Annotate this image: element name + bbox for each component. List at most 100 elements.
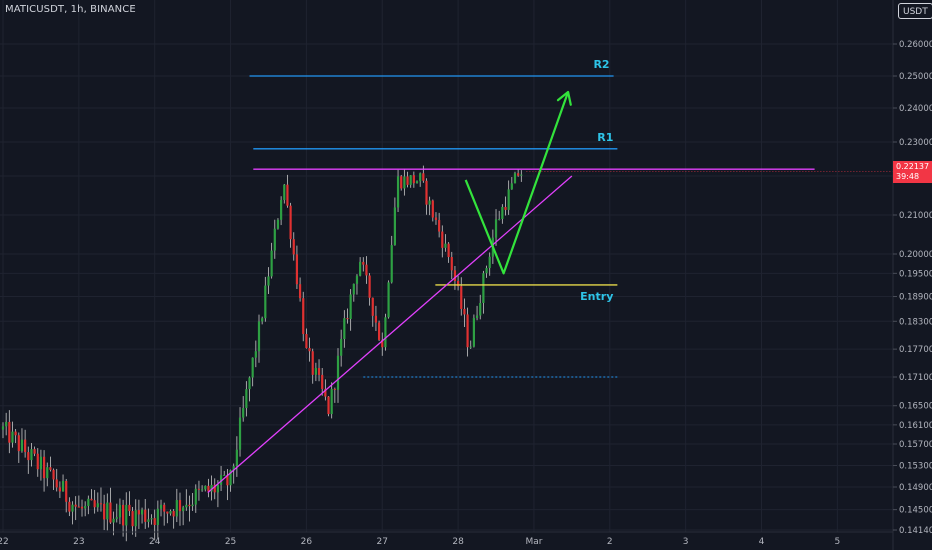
candle-bear (55, 479, 58, 488)
time-tick-label: 24 (149, 537, 161, 547)
candle-bear (207, 485, 210, 492)
candle-bull (175, 500, 178, 517)
candle-bear (295, 254, 299, 285)
candlestick-series[interactable] (1, 165, 523, 542)
candle-bull (248, 377, 251, 390)
price-tick-label: 0.20000 (899, 250, 932, 260)
price-tick-label: 0.14900 (899, 483, 932, 493)
symbol-title: MATICUSDT, 1h, BINANCE (5, 4, 136, 15)
candle-bull (235, 449, 238, 467)
candle-bull (415, 181, 419, 184)
price-tick-label: 0.15700 (899, 440, 932, 450)
candle-bull (472, 318, 476, 347)
price-tick-label: 0.16100 (899, 421, 932, 431)
candle-bull (219, 475, 223, 485)
label-entry: Entry (580, 290, 613, 303)
candle-bear (178, 500, 182, 512)
candle-bear (504, 206, 507, 210)
candle-bull (276, 219, 280, 229)
candle-bull (156, 508, 159, 525)
candle-bull (349, 294, 352, 319)
candle-bull (5, 421, 8, 427)
candle-bear (292, 239, 295, 255)
candle-bull (264, 285, 267, 319)
time-tick-label: 25 (225, 537, 236, 547)
candle-bull (191, 504, 194, 507)
candle-bull (84, 505, 87, 509)
price-tick-label: 0.14140 (899, 526, 932, 536)
price-tick-label: 0.18900 (899, 293, 932, 303)
price-axis[interactable]: 0.260000.250000.240000.230000.220000.210… (893, 40, 932, 536)
candle-bull (501, 206, 504, 219)
candle-bull (336, 355, 340, 390)
candle-bull (201, 489, 204, 491)
time-axis[interactable]: 22 23 24 25 26 27 28 Mar 2 3 4 5 (0, 537, 840, 547)
label-r2: R2 (593, 58, 609, 71)
candle-bear (317, 368, 321, 375)
candle-bear (36, 453, 39, 470)
candle-bear (441, 231, 444, 248)
candle-bull (46, 467, 49, 479)
candle-bear (93, 500, 96, 508)
candle-bear (431, 200, 434, 218)
candle-bear (368, 275, 371, 298)
candle-bear (466, 314, 469, 348)
time-tick-label: 22 (0, 537, 9, 547)
price-tick-label: 0.19500 (899, 269, 932, 279)
price-tick-label: 0.23000 (899, 138, 932, 148)
candle-bull (232, 466, 235, 471)
candle-bear (425, 180, 428, 205)
candle-bull (513, 173, 517, 184)
drawings-layer[interactable]: R2 R1 Entry (207, 58, 893, 494)
candle-bear (457, 280, 460, 287)
time-tick-label: 27 (377, 537, 388, 547)
candle-bear (109, 502, 112, 523)
candle-bull (488, 256, 491, 268)
candle-bull (475, 315, 479, 319)
candle-bull (112, 518, 115, 523)
time-tick-label: Mar (525, 537, 542, 547)
time-tick-label: 26 (301, 537, 313, 547)
projection-arrow-path[interactable] (464, 91, 570, 275)
candle-bull (469, 346, 472, 348)
candle-bear (153, 518, 156, 525)
candle-bear (321, 374, 324, 389)
candle-bear (77, 506, 80, 508)
candle-bear (406, 176, 409, 185)
candle-bull (520, 174, 523, 176)
candle-bear (302, 298, 305, 335)
candle-bull (280, 199, 283, 220)
time-tick-label: 28 (452, 537, 464, 547)
candle-bear (103, 503, 106, 520)
price-tick-label: 0.16500 (899, 402, 932, 412)
candle-bull (384, 317, 387, 348)
candle-bull (390, 245, 393, 283)
ascending-trendline[interactable] (207, 175, 573, 494)
candle-bull (118, 504, 122, 518)
candle-bull (419, 173, 422, 182)
candle-bear (333, 388, 336, 390)
candle-bull (216, 484, 220, 493)
candle-bear (163, 504, 166, 512)
candle-bull (343, 318, 346, 340)
candle-bear (172, 511, 175, 517)
candle-bear (80, 506, 84, 509)
candle-bear (49, 467, 52, 470)
candle-bull (61, 480, 65, 492)
candle-bull (273, 228, 276, 251)
candle-bear (90, 498, 93, 501)
price-tick-label: 0.18300 (899, 317, 932, 327)
candle-bear (327, 396, 330, 415)
candle-bear (289, 205, 292, 240)
candle-bear (308, 348, 311, 352)
candle-bull (393, 207, 396, 246)
price-tick-label: 0.26000 (899, 40, 932, 50)
candle-bear (412, 175, 415, 184)
price-tick-label: 0.24000 (899, 104, 932, 114)
candle-bear (463, 308, 466, 315)
currency-badge[interactable]: USDT (898, 3, 932, 19)
price-tick-label: 0.17700 (899, 345, 932, 355)
candle-bull (242, 408, 245, 418)
